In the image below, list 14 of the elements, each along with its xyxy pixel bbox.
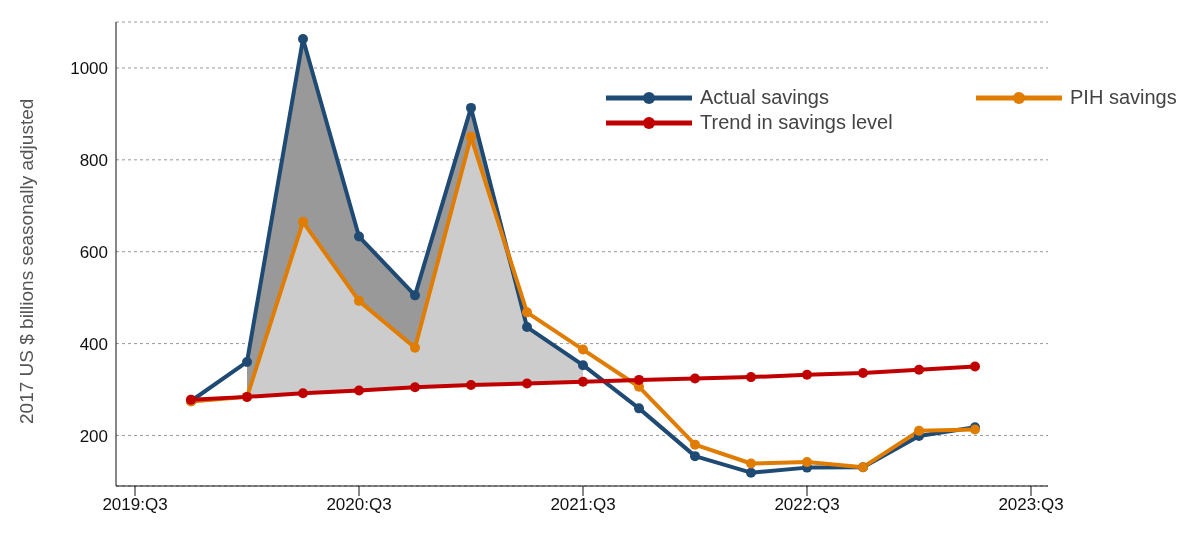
y-tick-label: 200 xyxy=(79,426,108,446)
y-tick-label: 1000 xyxy=(70,58,108,78)
y-tick-label: 600 xyxy=(79,242,108,262)
legend-label: PIH savings xyxy=(1070,86,1177,109)
x-tick-label: 2022:Q3 xyxy=(774,495,840,515)
y-tick-label: 400 xyxy=(79,334,108,354)
x-tick-label: 2021:Q3 xyxy=(550,495,616,515)
y-axis-title: 2017 US $ billions seasonally adjusted xyxy=(15,98,37,424)
y-tick-label: 800 xyxy=(79,150,108,170)
legend-label: Actual savings xyxy=(700,86,829,109)
x-tick-label: 2020:Q3 xyxy=(326,495,392,515)
x-tick-label: 2023:Q3 xyxy=(998,495,1064,515)
x-tick-label: 2019:Q3 xyxy=(102,495,168,515)
legend-label: Trend in savings level xyxy=(700,111,893,134)
